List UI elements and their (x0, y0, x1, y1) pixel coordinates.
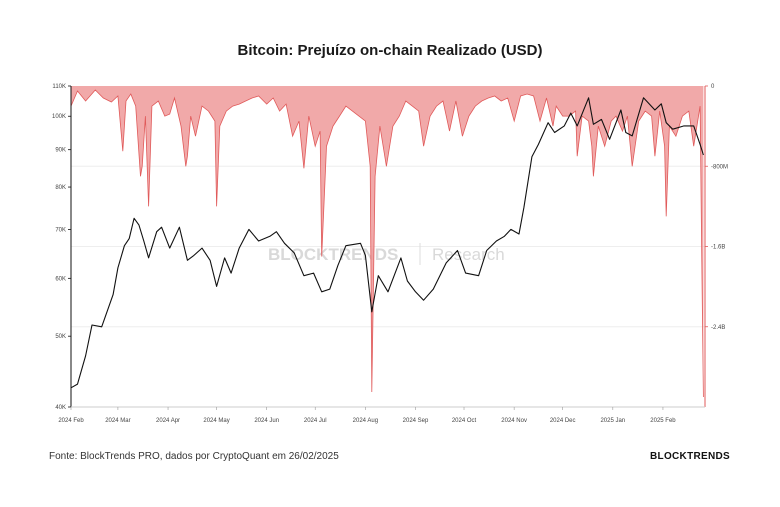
right-tick-label: -2.4B (711, 325, 725, 331)
left-tick-label: 40K (55, 405, 66, 411)
x-tick-label: 2024 Oct (452, 418, 477, 424)
price-line-layer (70, 97, 704, 389)
x-tick-label: 2024 Apr (156, 418, 180, 424)
footer-source: Fonte: BlockTrends PRO, dados por Crypto… (49, 451, 339, 462)
left-tick-label: 50K (55, 334, 66, 340)
x-tick-label: 2024 Feb (58, 418, 84, 424)
x-axis-ticks: 2024 Feb 2024 Mar 2024 Apr 2024 May 2024 Jun… (58, 407, 676, 424)
grid-layer (71, 165, 705, 328)
x-tick-label: 2024 Sep (403, 418, 429, 424)
left-tick-label: 80K (55, 185, 66, 191)
x-tick-label: 2024 Mar (105, 418, 130, 424)
x-tick-label: 2024 Dec (550, 418, 576, 424)
left-tick-label: 110K (52, 84, 66, 90)
watermark: BLOCKTRENDS Research (268, 243, 505, 265)
x-tick-label: 2024 May (203, 418, 229, 424)
watermark-brand: BLOCKTRENDS (268, 245, 398, 264)
loss-area-layer (70, 86, 704, 398)
right-axis-ticks: 0 -800M -1.6B -2.4B (705, 84, 728, 331)
price-series-line (70, 97, 704, 389)
left-axis-ticks: 40K 50K 60K 70K 80K 90K 100K 110K (52, 84, 71, 411)
footer-brand-logo: BLOCKTRENDS (650, 451, 730, 462)
right-tick-label: -1.6B (711, 245, 725, 251)
x-tick-label: 2024 Jul (304, 418, 327, 424)
x-tick-label: 2025 Jan (600, 418, 625, 424)
loss-series-line (70, 89, 704, 398)
left-tick-label: 60K (55, 276, 66, 282)
right-tick-label: -800M (711, 164, 728, 170)
right-tick-label: 0 (711, 84, 715, 90)
x-tick-label: 2024 Aug (353, 418, 378, 424)
x-tick-label: 2024 Jun (254, 418, 279, 424)
left-tick-label: 70K (55, 227, 66, 233)
x-tick-label: 2024 Nov (501, 418, 527, 424)
watermark-suffix: Research (432, 245, 505, 264)
left-tick-label: 90K (55, 148, 66, 154)
chart-title: Bitcoin: Prejuízo on-chain Realizado (US… (237, 42, 543, 59)
left-tick-label: 100K (52, 114, 66, 120)
loss-series-area (71, 86, 704, 397)
x-tick-label: 2025 Feb (650, 418, 676, 424)
